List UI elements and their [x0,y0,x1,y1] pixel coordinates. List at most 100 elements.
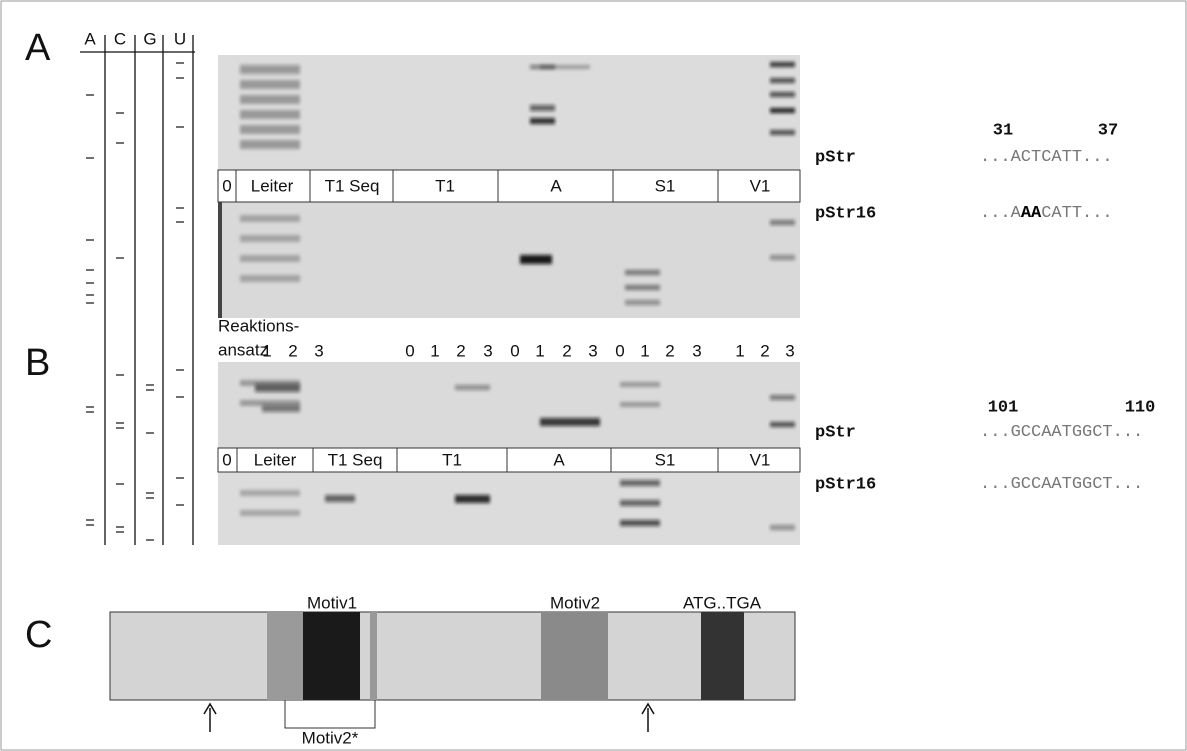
gel-band [770,220,795,225]
position: 101 [988,398,1019,417]
lane-label: Leiter [254,450,297,469]
reaction-number: 3 [483,341,492,360]
reaction-number: 1 [430,341,439,360]
sequence: ...ACTCATT... [980,148,1113,167]
segment [370,612,377,700]
sequence: ...AAACATT... [980,204,1113,223]
lane-label: T1 [435,176,455,195]
reaction-number: 3 [785,341,794,360]
gel-edge [218,202,222,318]
reaction-label: ansatz [218,340,268,359]
reaction-number: 1 [262,341,271,360]
lane-label: S1 [655,176,676,195]
figure: ABCACGU0LeiterT1 SeqT1AS1V10LeiterT1 Seq… [0,0,1187,751]
reaction-number: 3 [588,341,597,360]
lane-label: V1 [750,176,771,195]
gel-band [770,525,795,530]
feature-label: Motiv2 [550,593,600,612]
gel-band [240,80,300,89]
sequence-bar [110,612,795,700]
reaction-number: 1 [640,341,649,360]
gel-band [770,92,795,97]
gel-band [325,495,355,502]
gel-band [255,384,300,392]
gel-band [530,105,555,111]
lane-label: T1 Seq [325,176,380,195]
construct-name: pStr16 [815,204,876,223]
page: {"panel_labels": ["A", "B", "C"], "bases… [0,0,1187,751]
bracket-label: Motiv2* [302,728,359,747]
lane-label: Leiter [251,176,294,195]
gel-band [240,215,300,222]
construct-name: pStr [815,423,856,442]
segment [267,612,303,700]
lane-label: A [553,450,565,469]
reaction-number: 2 [288,341,297,360]
gel-band [240,275,300,282]
gel-band [770,395,795,400]
gel-band [770,62,795,67]
lane-label: A [550,176,562,195]
gel [218,362,800,448]
gel-band [770,108,795,113]
sequence-part: ...GCCAATGGCT... [980,423,1143,442]
gel-band [625,300,660,305]
gel-band [770,422,795,427]
reaction-number: 3 [692,341,701,360]
reaction-number: 0 [615,341,624,360]
gel-band [540,65,590,69]
gel-band [240,510,300,516]
lane-label: T1 [442,450,462,469]
gel-band [240,125,300,134]
gel [218,55,800,170]
gel-band [620,520,660,526]
gel [218,472,800,545]
base-label: U [174,29,186,48]
gel-band [240,255,300,262]
gel-band [620,382,660,387]
gel-band [770,78,795,83]
panel-label: B [25,342,50,384]
gel-band [240,235,300,242]
reaction-number: 2 [562,341,571,360]
segment [303,612,360,700]
gel-band [240,140,300,149]
reaction-number: 3 [314,341,323,360]
gel-band [625,285,660,290]
reaction-number: 1 [735,341,744,360]
gel-band [620,500,660,506]
lane-label: V1 [750,450,771,469]
sequence: ...GCCAATGGCT... [980,475,1143,494]
construct-name: pStr [815,148,856,167]
position: 110 [1125,398,1156,417]
gel-band [625,270,660,275]
sequence-part: ...GCCAATGGCT... [980,475,1143,494]
gel-band [240,65,300,74]
gel-band [240,95,300,104]
base-label: C [114,29,126,48]
gel [218,202,800,318]
feature-label: Motiv1 [307,593,357,612]
reaction-number: 1 [535,341,544,360]
reaction-label: Reaktions- [218,316,299,335]
gel-band [620,402,660,407]
gel-band [530,118,555,124]
lane-label: 0 [222,176,231,195]
sequence: ...GCCAATGGCT... [980,423,1143,442]
base-label: G [143,29,156,48]
lane-label: 0 [222,450,231,469]
panel-label: A [25,27,51,69]
lane-label: T1 Seq [328,450,383,469]
gel-band [240,110,300,119]
gel-band [240,490,300,496]
gel-band [262,405,300,412]
gel-band [455,385,490,390]
segment [541,612,608,700]
position: 31 [993,121,1013,140]
lane-row [218,170,800,202]
sequence-part: CATT... [1041,204,1112,223]
lane-label: S1 [655,450,676,469]
segment [701,612,744,700]
gel-band [770,255,795,260]
gel-band [540,418,600,426]
